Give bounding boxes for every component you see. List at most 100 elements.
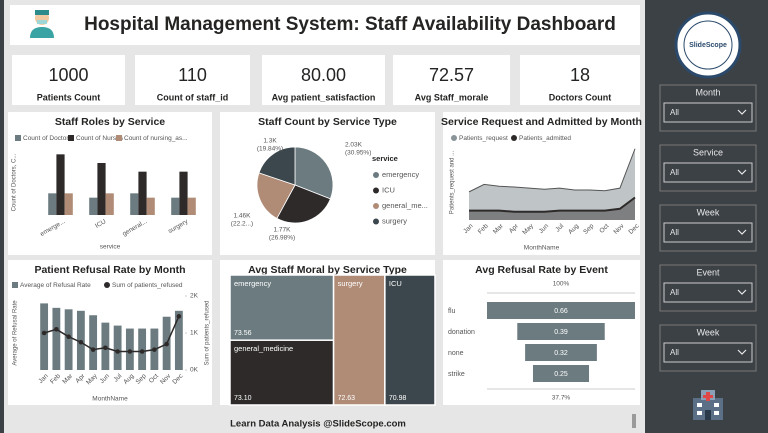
footer-text: Learn Data Analysis @SlideScope.com — [230, 419, 406, 430]
filter-dropdown[interactable] — [663, 162, 753, 183]
chart-title: Staff Roles by Service — [55, 116, 165, 128]
filter-dropdown[interactable] — [663, 342, 753, 363]
chart-title: Avg Refusal Rate by Event — [475, 264, 608, 276]
legend-label: ICU — [382, 185, 395, 194]
filter-label: Week — [697, 207, 720, 217]
kpi-value: 72.57 — [429, 65, 474, 85]
filter-dropdown[interactable] — [663, 222, 753, 243]
funnel-value: 0.66 — [554, 308, 568, 315]
line-marker — [54, 327, 59, 332]
bar — [48, 193, 57, 215]
legend-label: Count of nursing_as... — [124, 135, 188, 142]
tile-value: 70.98 — [389, 395, 407, 402]
kpi-label: Avg patient_satisfaction — [272, 92, 376, 102]
bar — [138, 171, 147, 215]
tile-value: 73.56 — [234, 330, 252, 337]
axis-title: Count of Doctors, C... — [12, 153, 18, 211]
tile-value: 73.10 — [234, 395, 252, 402]
logo — [674, 11, 742, 79]
card — [135, 55, 250, 105]
area-fill — [469, 148, 635, 220]
dropdown-chevron — [737, 169, 747, 175]
funnel-bar — [487, 302, 635, 319]
kpi-label: Count of staff_id — [157, 92, 229, 102]
funnel-bar — [525, 344, 597, 361]
series-line — [469, 196, 636, 213]
axis-title: Sum of patients_refused — [205, 300, 211, 365]
x-tick-label: ICU — [94, 218, 107, 230]
filter-label: Event — [696, 267, 720, 277]
y2-tick-label: 0K — [190, 367, 199, 374]
bar — [89, 315, 98, 370]
funnel-category: none — [448, 350, 464, 357]
legend-label: Count of Nurses — [76, 135, 124, 142]
axis-title: MonthName — [92, 396, 128, 403]
treemap-tile — [332, 274, 386, 406]
card — [443, 112, 640, 255]
dropdown-chevron — [737, 289, 747, 295]
tile-value: 72.63 — [338, 395, 356, 402]
bar — [97, 163, 106, 215]
area-fill — [469, 197, 635, 220]
filter-value: All — [670, 168, 679, 177]
line-marker — [90, 347, 96, 352]
filter-value: All — [670, 348, 679, 357]
kpi-value: 80.00 — [301, 65, 346, 85]
slice-value-label: 1.3K — [263, 138, 277, 145]
kpi-value: 110 — [178, 65, 207, 85]
tile-label: general_medicine — [234, 344, 293, 353]
legend-label: Patients_request — [459, 135, 508, 142]
filter-value: All — [670, 228, 679, 237]
bar — [179, 171, 188, 215]
pie-slice — [258, 146, 296, 186]
pie-slice — [256, 172, 296, 219]
bar — [130, 193, 139, 215]
filter-label: Week — [697, 327, 720, 337]
funnel-value: 0.25 — [554, 371, 568, 378]
filter-panel — [659, 144, 757, 192]
bar — [187, 197, 196, 215]
kpi-label: Doctors Count — [549, 92, 612, 102]
hospital-icon — [693, 390, 723, 420]
bar — [64, 309, 73, 370]
left-strip — [0, 0, 4, 433]
series-line — [468, 148, 636, 193]
logo-ring — [683, 20, 733, 70]
funnel-category: flu — [448, 308, 456, 315]
bar — [174, 310, 183, 370]
legend-marker — [373, 187, 379, 194]
filter-dropdown[interactable] — [663, 282, 753, 303]
card — [393, 55, 510, 105]
line-marker — [152, 347, 157, 352]
bar — [40, 303, 49, 370]
y2-tick-label: 2K — [190, 293, 199, 300]
dropdown-chevron — [737, 109, 747, 115]
funnel-bar — [517, 323, 605, 340]
line-marker — [115, 349, 120, 354]
logo-text: SlideScope — [689, 42, 727, 49]
legend-marker — [373, 172, 379, 178]
filter-label: Service — [693, 147, 723, 157]
filter-panel — [659, 204, 757, 252]
chart-title: Avg Staff Moral by Service Type — [248, 264, 407, 276]
bar — [52, 307, 61, 370]
funnel-top-label: 100% — [553, 281, 570, 288]
funnel-bottom-label: 37.7% — [552, 395, 571, 402]
y2-tick-label: 1K — [190, 330, 199, 337]
line-marker — [127, 349, 133, 354]
filter-dropdown[interactable] — [663, 102, 753, 123]
slice-percent-label: (30.95%) — [345, 150, 371, 157]
legend-label: surgery — [382, 216, 407, 225]
dashboard-title: Hospital Management System: Staff Availa… — [84, 14, 616, 35]
legend-label: Average of Refusal Rate — [20, 282, 91, 289]
legend-label: Patients_admitted — [519, 135, 571, 142]
card — [12, 55, 125, 105]
slice-value-label: 1.77K — [274, 227, 292, 234]
legend-title: service — [372, 154, 398, 163]
doctor-icon — [30, 10, 54, 38]
legend-swatch — [12, 282, 18, 288]
line-marker — [164, 341, 169, 347]
funnel-category: donation — [448, 329, 475, 336]
kpi-label: Patients Count — [37, 92, 101, 102]
